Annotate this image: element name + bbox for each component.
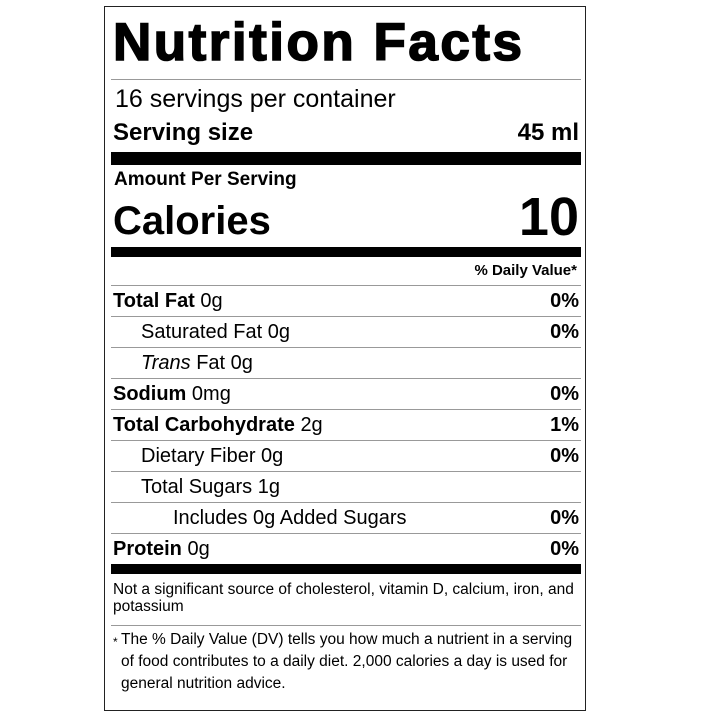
nutrient-name: Dietary Fiber — [141, 444, 256, 467]
thick-divider — [111, 564, 581, 574]
footnote-marker: * — [113, 635, 118, 649]
calories-value: 10 — [518, 187, 579, 247]
nutrient-dv: 0% — [550, 320, 579, 343]
nutrient-name: Total Carbohydrate — [113, 413, 295, 436]
nutrient-dv: 0% — [550, 382, 579, 405]
nutrient-name: Total Fat — [113, 289, 195, 312]
nutrient-row-protein: Protein 0g 0% — [111, 533, 581, 564]
nutrient-name: Sodium — [113, 382, 187, 405]
calories-label: Calories — [113, 199, 271, 243]
nutrient-row-total-sugars: Total Sugars 1g — [111, 471, 581, 502]
nutrient-row-dietary-fiber: Dietary Fiber 0g 0% — [111, 440, 581, 471]
nutrient-name-italic: Trans — [141, 351, 191, 374]
footnote-text: The % Daily Value (DV) tells you how muc… — [121, 631, 573, 692]
nutrient-name: Fat — [196, 351, 226, 374]
nutrition-facts-label: Nutrition Facts 16 servings per containe… — [104, 6, 586, 711]
nutrient-row-total-carbohydrate: Total Carbohydrate 2g 1% — [111, 409, 581, 440]
nutrient-row-saturated-fat: Saturated Fat 0g 0% — [111, 316, 581, 347]
nutrient-amount: 0mg — [191, 382, 231, 405]
nutrient-dv: 0% — [550, 506, 579, 529]
nutrient-dv: 0% — [550, 537, 579, 560]
divider — [111, 79, 581, 80]
nutrient-amount: 1g — [257, 475, 280, 498]
nutrient-name: Protein — [113, 537, 182, 560]
nutrient-dv: 0% — [550, 289, 579, 312]
calories: Calories 10 — [111, 187, 581, 247]
nutrient-dv: 1% — [550, 413, 579, 436]
serving-size-value: 45 ml — [517, 119, 579, 146]
not-significant-note: Not a significant source of cholesterol,… — [113, 581, 574, 615]
nutrient-row-sodium: Sodium 0mg 0% — [111, 378, 581, 409]
divider — [111, 625, 581, 626]
thick-divider — [111, 247, 581, 257]
nutrient-amount: 0g — [267, 320, 290, 343]
nutrient-name: Total Sugars — [141, 475, 253, 498]
nutrient-amount: 0g — [200, 289, 223, 312]
nutrient-amount: 0g — [261, 444, 284, 467]
label-title: Nutrition Facts — [112, 12, 525, 73]
nutrient-dv: 0% — [550, 444, 579, 467]
nutrient-row-added-sugars: Includes 0g Added Sugars 0% — [111, 502, 581, 533]
nutrient-amount: 2g — [300, 413, 323, 436]
daily-value-header: % Daily Value* — [474, 262, 577, 279]
thick-divider — [111, 152, 581, 165]
daily-value-footnote: * The % Daily Value (DV) tells you how m… — [111, 626, 581, 695]
nutrient-row-trans-fat: Trans Fat 0g — [111, 347, 581, 378]
nutrient-name: Saturated Fat — [141, 320, 263, 343]
nutrient-name: Includes 0g Added Sugars — [173, 506, 407, 529]
serving-size-label: Serving size — [113, 119, 254, 146]
nutrient-amount: 0g — [230, 351, 253, 374]
nutrient-amount: 0g — [187, 537, 210, 560]
servings-per-container: 16 servings per container — [115, 85, 396, 113]
serving-size: Serving size 45 ml — [111, 118, 581, 152]
nutrient-row-total-fat: Total Fat 0g 0% — [111, 285, 581, 316]
amount-per-serving: Amount Per Serving — [114, 169, 297, 190]
